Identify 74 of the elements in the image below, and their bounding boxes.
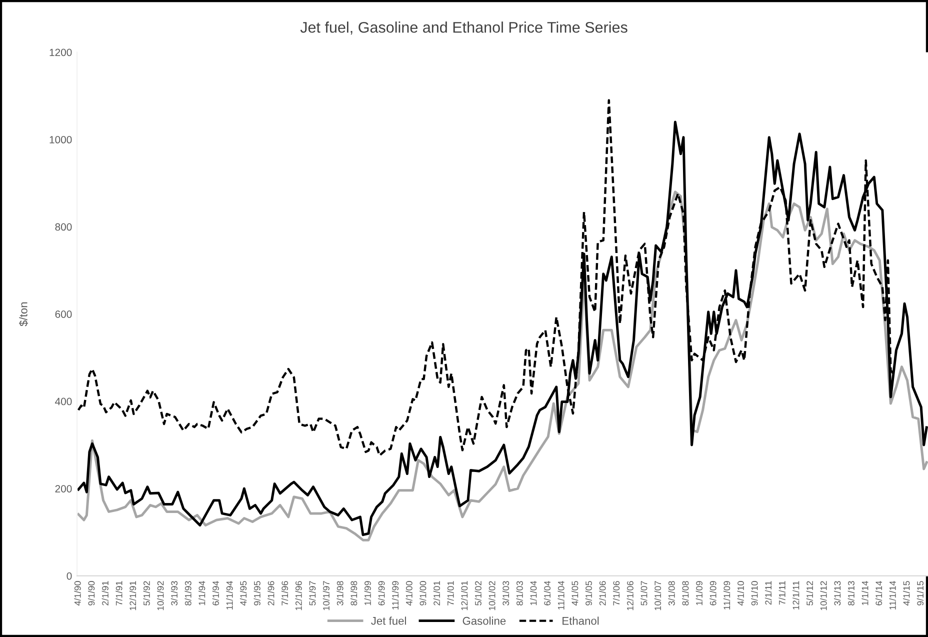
y-tick-label: 600 — [55, 310, 72, 318]
x-tick-label: 3/1/93 — [170, 581, 178, 606]
y-axis-title: $/ton — [19, 302, 28, 326]
x-tick-label: 7/1/91 — [116, 581, 122, 606]
x-tick-label: 9/1/95 — [254, 581, 260, 606]
x-tick-label: 8/1/03 — [516, 581, 523, 606]
x-tick-label: 1/1/04 — [530, 580, 537, 606]
x-tick-label: 7/1/06 — [612, 581, 620, 606]
x-tick-label: 5/1/97 — [309, 581, 316, 606]
x-tick-label: 10/1/97 — [322, 581, 330, 610]
x-tick-label: 2/1/91 — [102, 581, 108, 606]
x-tick-label: 7/1/11 — [778, 581, 786, 605]
x-tick-label: 10/1/02 — [488, 581, 496, 610]
x-tick-label: 2/1/06 — [599, 581, 606, 606]
x-tick-label: 9/1/90 — [88, 581, 95, 606]
x-tick-label: 6/1/94 — [212, 580, 219, 606]
x-tick-label: 5/1/02 — [474, 581, 482, 606]
x-tick-label: 1/1/99 — [364, 581, 371, 606]
x-tick-label: 3/1/98 — [336, 581, 344, 606]
x-tick-label: 7/1/01 — [447, 581, 454, 606]
x-tick-label: 9/1/15 — [916, 581, 924, 606]
x-tick-label: 4/1/90 — [74, 581, 81, 606]
x-tick-label: 6/1/04 — [544, 580, 551, 606]
y-tick-label: 1000 — [50, 136, 72, 144]
x-tick-label: 10/1/92 — [157, 581, 164, 610]
legend-label: Jet fuel — [371, 616, 406, 625]
x-tick-label: 3/1/13 — [834, 581, 841, 606]
x-tick-label: 8/1/98 — [350, 581, 358, 606]
y-tick-label: 1200 — [50, 48, 72, 56]
x-tick-label: 9/1/05 — [585, 581, 592, 606]
x-tick-label: 2/1/11 — [764, 581, 772, 605]
x-tick-label: 4/1/95 — [240, 581, 247, 606]
x-tick-label: 3/1/08 — [668, 581, 675, 606]
x-tick-label: 11/1/09 — [723, 581, 730, 610]
legend-label: Ethanol — [562, 616, 599, 625]
x-tick-label: 1/1/94 — [198, 580, 206, 606]
y-tick-label: 400 — [55, 398, 72, 406]
x-tick-label: 11/1/94 — [226, 580, 233, 610]
x-tick-label: 10/1/07 — [654, 581, 662, 610]
x-tick-label: 1/1/09 — [696, 581, 702, 606]
x-tick-label: 4/1/05 — [572, 581, 578, 606]
x-tick-label: 11/1/04 — [558, 580, 564, 610]
x-tick-label: 8/1/13 — [848, 581, 854, 606]
x-tick-label: 4/1/00 — [406, 581, 412, 606]
x-tick-label: 11/1/99 — [392, 581, 399, 610]
x-tick-label: 1/1/14 — [862, 580, 868, 606]
x-tick-label: 12/1/96 — [295, 581, 302, 610]
y-tick-label: 0 — [66, 572, 72, 580]
x-tick-label: 8/1/08 — [682, 581, 689, 606]
x-tick-label: 9/1/10 — [751, 581, 758, 606]
x-tick-label: 6/1/09 — [710, 581, 716, 606]
x-tick-label: 12/1/91 — [129, 581, 136, 610]
chart-title: Jet fuel, Gasoline and Ethanol Price Time Series — [300, 22, 628, 35]
y-tick-label: 200 — [55, 485, 72, 492]
x-tick-label: 12/1/01 — [461, 581, 468, 610]
x-tick-label: 12/1/06 — [626, 581, 634, 610]
x-tick-label: 5/1/12 — [806, 581, 813, 606]
x-tick-label: 8/1/93 — [184, 581, 192, 606]
x-tick-label: 5/1/92 — [143, 581, 150, 606]
x-tick-label: 3/1/03 — [502, 581, 510, 606]
x-tick-label: 12/1/11 — [792, 581, 800, 610]
x-tick-label: 7/1/96 — [281, 581, 288, 606]
legend-label: Gasoline — [462, 616, 506, 625]
x-tick-label: 6/1/99 — [378, 581, 385, 606]
x-tick-label: 6/1/14 — [875, 580, 882, 606]
x-tick-label: 4/1/15 — [903, 581, 910, 606]
x-tick-label: 5/1/07 — [640, 581, 648, 606]
x-tick-label: 11/1/14 — [889, 580, 896, 610]
x-tick-label: 2/1/96 — [268, 581, 274, 606]
x-tick-label: 2/1/01 — [433, 581, 440, 606]
x-tick-label: 9/1/00 — [420, 581, 426, 606]
y-tick-label: 800 — [55, 223, 72, 231]
x-tick-label: 4/1/10 — [737, 581, 744, 606]
x-tick-label: 10/1/12 — [820, 581, 827, 610]
